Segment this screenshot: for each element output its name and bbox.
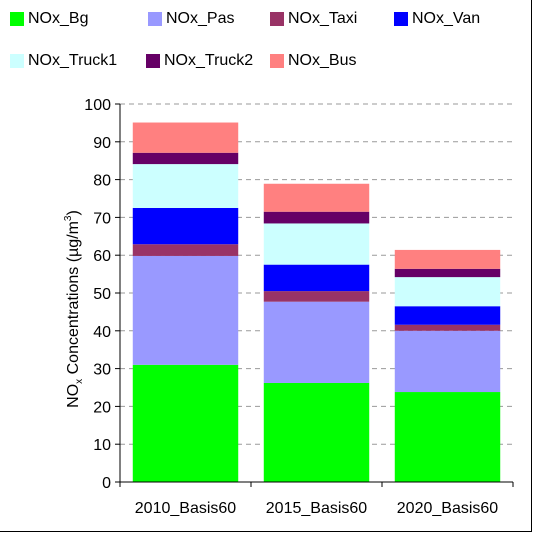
y-tick-label: 0: [102, 475, 111, 492]
y-tick-label: 50: [93, 286, 111, 303]
bar-segment-nox-truck2-2010-basis60: [132, 152, 239, 165]
legend-label-nox-truck1: NOx_Truck1: [28, 52, 118, 69]
y-axis-title: NOx Concentrations (µg/m3): [63, 210, 85, 408]
legend-label-nox-taxi: NOx_Taxi: [288, 10, 358, 27]
legend-label-nox-bus: NOx_Bus: [288, 52, 357, 69]
bar-segment-nox-bus-2015-basis60: [263, 183, 370, 212]
bar-segment-nox-truck2-2015-basis60: [263, 211, 370, 224]
legend-item-nox-truck1: NOx_Truck1: [10, 50, 117, 72]
legend-item-nox-taxi: NOx_Taxi: [270, 8, 357, 30]
x-tick-label-2020-basis60: 2020_Basis60: [397, 500, 499, 517]
legend-swatch-nox-truck2: [146, 54, 160, 68]
y-tick-label: 20: [93, 399, 111, 416]
bar-segment-nox-bus-2020-basis60: [394, 249, 501, 269]
legend-item-nox-pas: NOx_Pas: [148, 8, 234, 30]
bar-segment-nox-truck1-2020-basis60: [394, 277, 501, 307]
bar-segment-nox-bg-2010-basis60: [132, 364, 239, 482]
bar-segment-nox-van-2020-basis60: [394, 306, 501, 325]
y-tick-label: 100: [84, 97, 111, 114]
y-tick-label: 80: [93, 173, 111, 190]
legend-label-nox-pas: NOx_Pas: [166, 10, 235, 27]
legend-label-nox-bg: NOx_Bg: [28, 10, 89, 27]
x-tick-label-2015-basis60: 2015_Basis60: [266, 500, 368, 517]
y-tick-label: 60: [93, 248, 111, 265]
bar-segment-nox-truck1-2010-basis60: [132, 164, 239, 208]
bar-segment-nox-pas-2015-basis60: [263, 301, 370, 383]
y-tick-label: 40: [93, 324, 111, 341]
bar-segment-nox-truck2-2020-basis60: [394, 268, 501, 278]
bar-segment-nox-taxi-2010-basis60: [132, 244, 239, 256]
bar-segment-nox-taxi-2015-basis60: [263, 291, 370, 302]
bar-segment-nox-bg-2015-basis60: [263, 382, 370, 482]
legend-label-nox-truck2: NOx_Truck2: [164, 52, 254, 69]
y-tick-label: 90: [93, 135, 111, 152]
y-tick-label: 30: [93, 362, 111, 379]
bar-segment-nox-pas-2010-basis60: [132, 255, 239, 365]
legend-swatch-nox-van: [394, 12, 408, 26]
bar-segment-nox-taxi-2020-basis60: [394, 324, 501, 331]
x-tick-label-2010-basis60: 2010_Basis60: [135, 500, 237, 517]
legend-swatch-nox-truck1: [10, 54, 24, 68]
bar-segment-nox-bus-2010-basis60: [132, 122, 239, 153]
bar-segment-nox-van-2010-basis60: [132, 207, 239, 245]
legend-label-nox-van: NOx_Van: [412, 10, 481, 27]
bar-segment-nox-truck1-2015-basis60: [263, 223, 370, 265]
bar-segment-nox-bg-2020-basis60: [394, 392, 501, 482]
bars: [132, 122, 501, 482]
legend-swatch-nox-bg: [10, 12, 24, 26]
legend-swatch-nox-pas: [148, 12, 162, 26]
legend-swatch-nox-bus: [270, 54, 284, 68]
legend-item-nox-truck2: NOx_Truck2: [146, 50, 253, 72]
bar-segment-nox-pas-2020-basis60: [394, 330, 501, 393]
tick-labels: 0 10 20 30 40 50 60 70 80 90 100 2010_Basis60 2015_B…: [84, 97, 514, 517]
y-tick-label: 10: [93, 437, 111, 454]
legend-item-nox-van: NOx_Van: [394, 8, 480, 30]
bar-segment-nox-van-2015-basis60: [263, 264, 370, 292]
legend-swatch-nox-taxi: [270, 12, 284, 26]
y-tick-label: 70: [93, 210, 111, 227]
legend-item-nox-bg: NOx_Bg: [10, 8, 88, 30]
legend-item-nox-bus: NOx_Bus: [270, 50, 356, 72]
